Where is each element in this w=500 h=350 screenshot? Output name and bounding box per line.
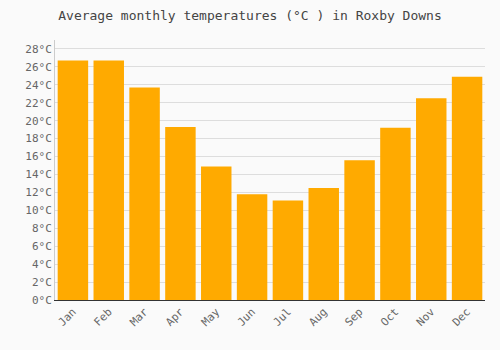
svg-text:12°C: 12°C [25, 186, 52, 199]
svg-text:Dec: Dec [450, 306, 473, 329]
svg-text:20°C: 20°C [25, 115, 52, 128]
svg-text:Jun: Jun [235, 306, 258, 329]
svg-text:10°C: 10°C [25, 204, 52, 217]
svg-text:Jul: Jul [271, 306, 294, 329]
svg-text:2°C: 2°C [32, 276, 52, 289]
svg-text:Nov: Nov [414, 305, 438, 329]
svg-text:28°C: 28°C [25, 43, 52, 56]
svg-text:14°C: 14°C [25, 168, 52, 181]
svg-text:Apr: Apr [163, 305, 187, 329]
svg-text:Oct: Oct [378, 306, 401, 329]
svg-text:Feb: Feb [92, 306, 115, 329]
svg-text:Jan: Jan [56, 306, 79, 329]
svg-text:4°C: 4°C [32, 258, 52, 271]
svg-text:26°C: 26°C [25, 61, 52, 74]
svg-text:6°C: 6°C [32, 240, 52, 253]
svg-text:Sep: Sep [342, 306, 365, 329]
svg-text:8°C: 8°C [32, 222, 52, 235]
svg-text:0°C: 0°C [32, 294, 52, 307]
svg-text:24°C: 24°C [25, 79, 52, 92]
svg-text:22°C: 22°C [25, 97, 52, 110]
svg-text:May: May [199, 305, 223, 329]
svg-text:16°C: 16°C [25, 150, 52, 163]
svg-text:Average monthly temperatures (: Average monthly temperatures (°C ) in Ro… [58, 8, 442, 23]
svg-text:Mar: Mar [127, 305, 151, 329]
svg-text:Aug: Aug [307, 306, 330, 329]
svg-text:18°C: 18°C [25, 132, 52, 145]
